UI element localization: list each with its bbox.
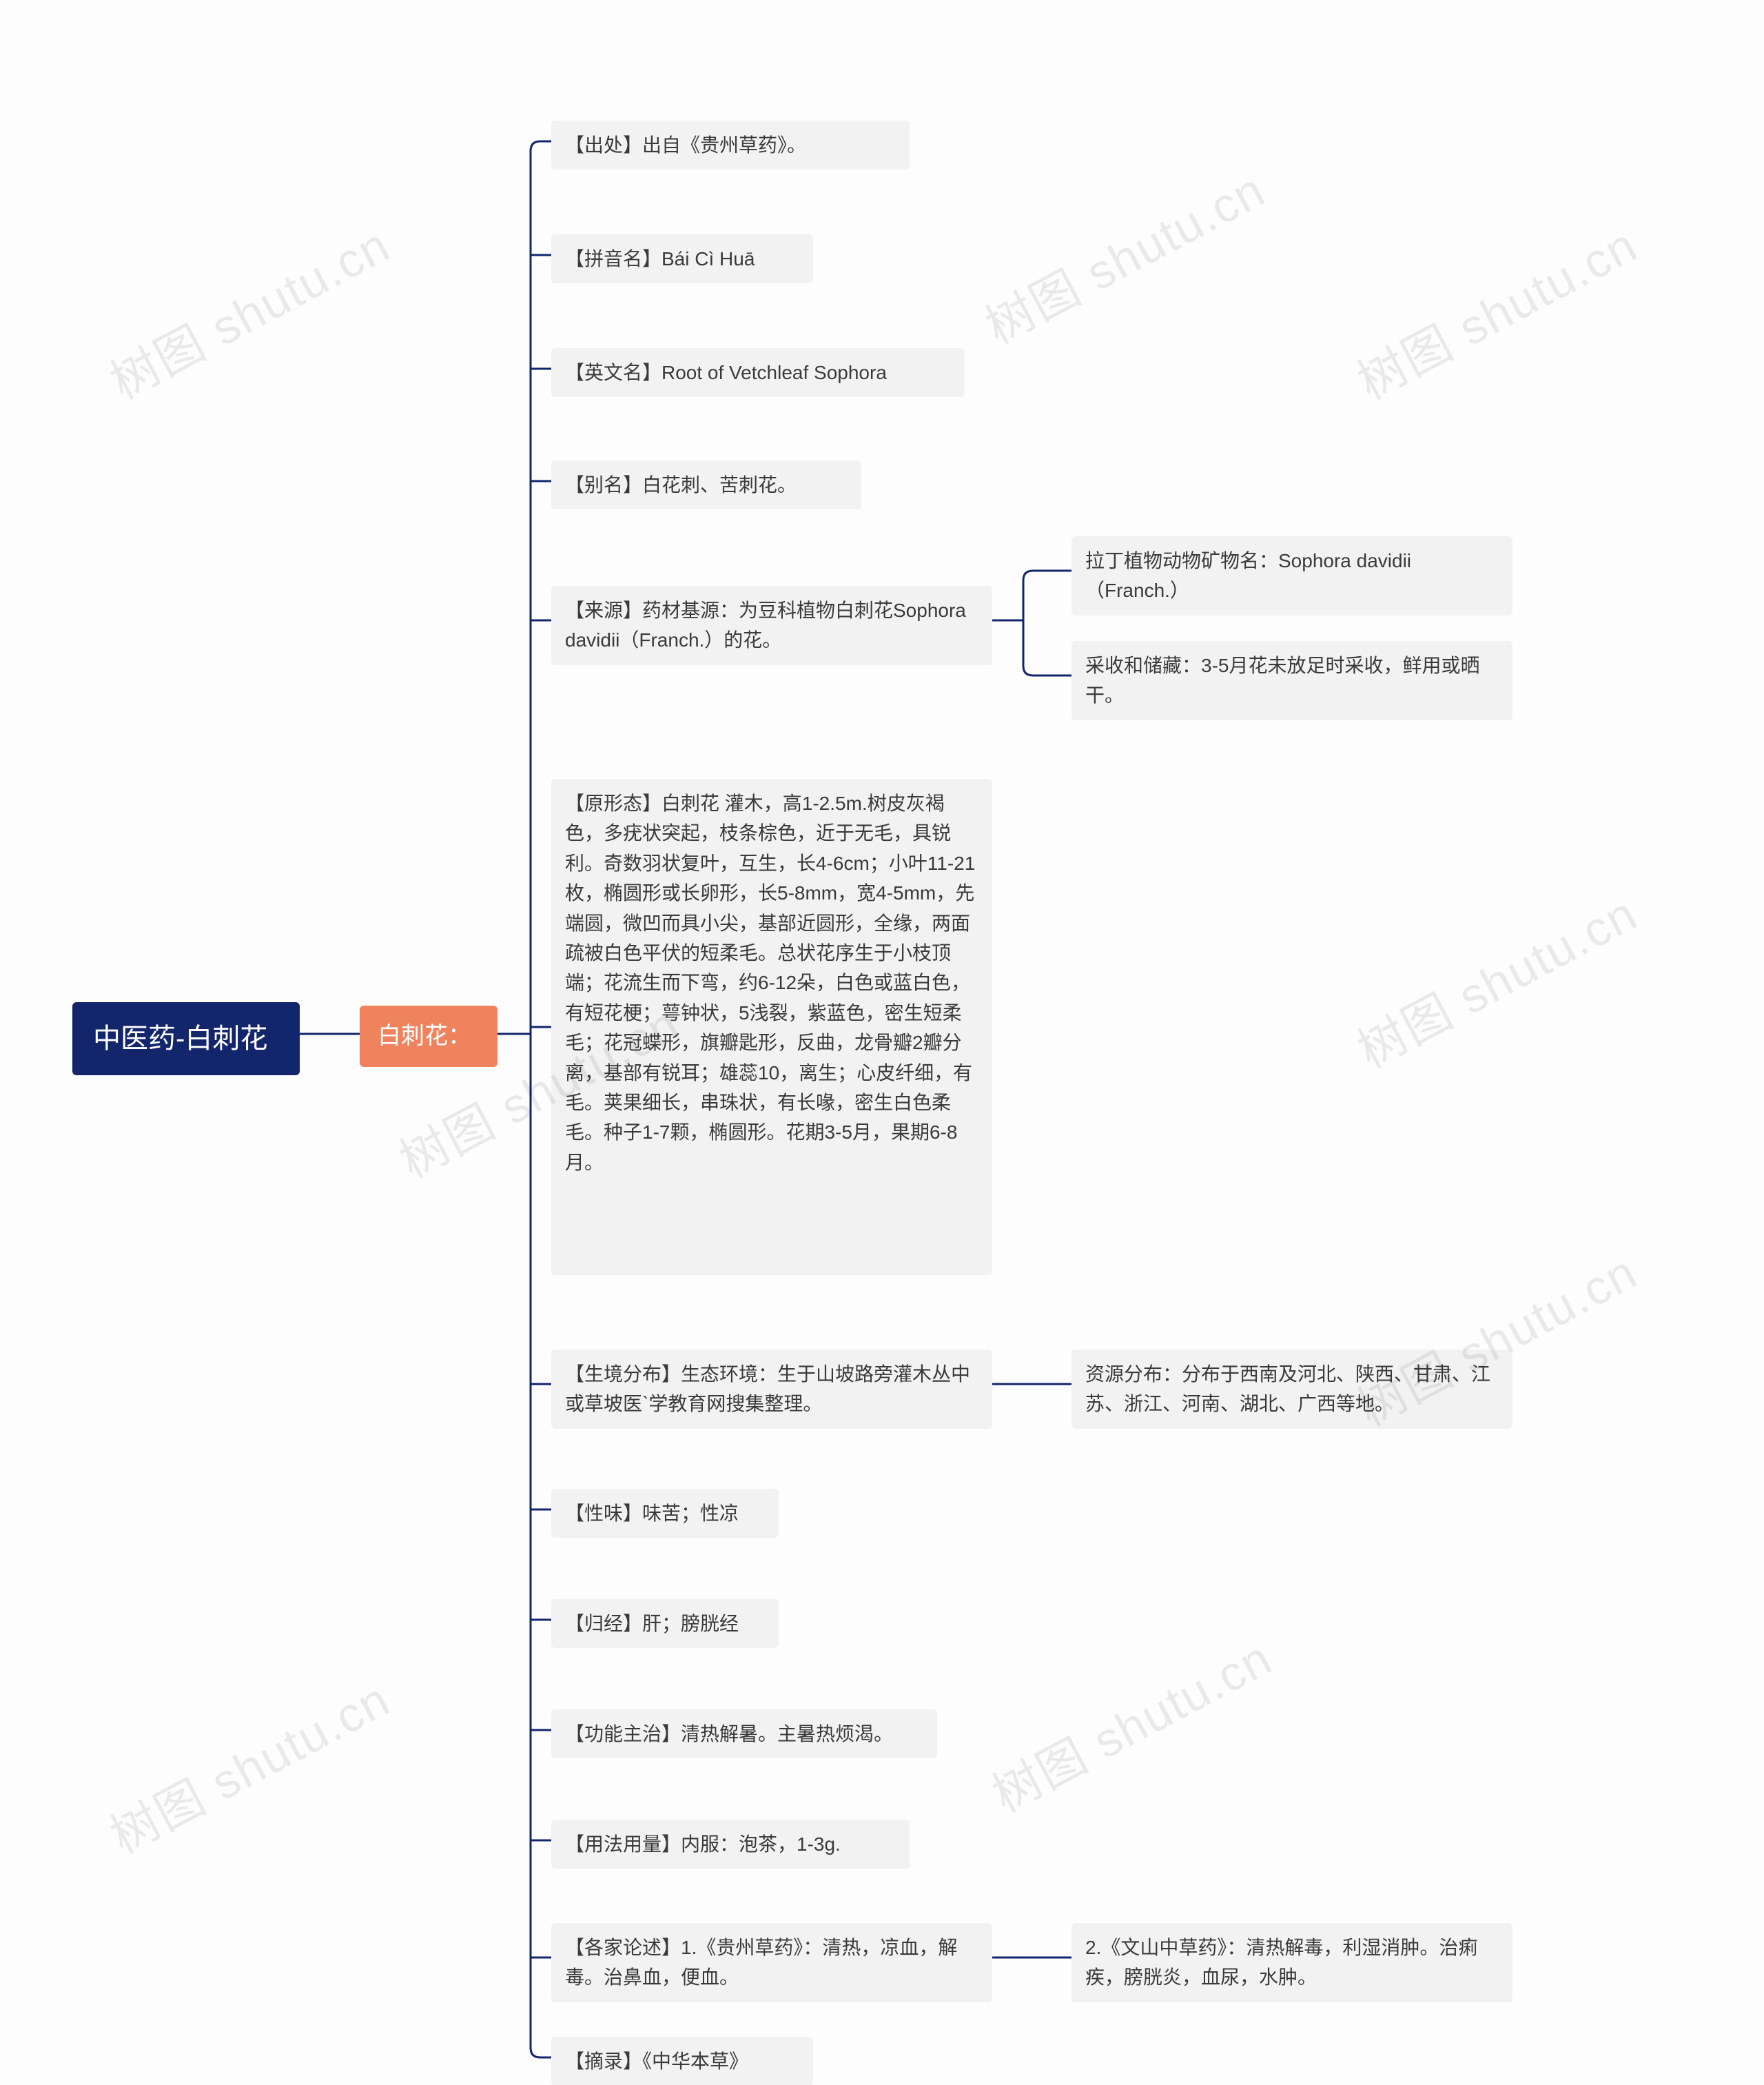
watermark: 树图 shutu.cn [96, 1662, 400, 1868]
watermark: 树图 shutu.cn [1344, 876, 1648, 1082]
sub-label: 白刺花： [378, 1023, 471, 1049]
item-alias[interactable]: 【别名】白花刺、苦刺花。 [551, 460, 861, 509]
item-origin-latin[interactable]: 拉丁植物动物矿物名：Sophora davidii（Franch.） [1071, 536, 1512, 616]
item-origin-harvest[interactable]: 采收和储藏：3-5月花未放足时采收，鲜用或晒干。 [1071, 641, 1512, 720]
item-flavor[interactable]: 【性味】味苦；性凉 [551, 1489, 779, 1538]
item-text: 【英文名】Root of Vetchleaf Sophora [565, 362, 887, 383]
item-text: 【原形态】白刺花 灌木，高1-2.5m.树皮灰褐色，多疣状突起，枝条棕色，近于无… [565, 793, 975, 1173]
item-text: 【性味】味苦；性凉 [565, 1503, 739, 1524]
item-dosage[interactable]: 【用法用量】内服：泡茶，1-3g. [551, 1820, 910, 1869]
item-text: 【出处】出自《贵州草药》。 [565, 134, 806, 156]
root-label: 中医药-白刺花 [93, 1024, 267, 1054]
item-references-2[interactable]: 2.《文山中草药》：清热解毒，利湿消肿。治痢疾，膀胱炎，血尿，水肿。 [1071, 1923, 1512, 2002]
mindmap-canvas: 中医药-白刺花 白刺花： 【出处】出自《贵州草药》。 【拼音名】Bái Cì H… [0, 0, 1764, 2085]
item-excerpt[interactable]: 【摘录】《中华本草》 [551, 2037, 813, 2085]
item-text: 资源分布：分布于西南及河北、陕西、甘肃、江苏、浙江、河南、湖北、广西等地。 [1085, 1363, 1490, 1414]
item-source-origin[interactable]: 【出处】出自《贵州草药》。 [551, 121, 910, 170]
item-function[interactable]: 【功能主治】清热解暑。主暑热烦渴。 [551, 1709, 937, 1758]
item-text: 【来源】药材基源：为豆科植物白刺花Sophora davidii（Franch.… [565, 600, 966, 651]
item-text: 采收和储藏：3-5月花未放足时采收，鲜用或晒干。 [1085, 655, 1479, 706]
item-text: 【生境分布】生态环境：生于山坡路旁灌木丛中或草坡医`学教育网搜集整理。 [565, 1363, 970, 1414]
item-text: 【各家论述】1.《贵州草药》：清热，凉血，解毒。治鼻血，便血。 [565, 1937, 957, 1988]
item-habitat-dist[interactable]: 资源分布：分布于西南及河北、陕西、甘肃、江苏、浙江、河南、湖北、广西等地。 [1071, 1350, 1512, 1429]
item-meridian[interactable]: 【归经】肝；膀胱经 [551, 1599, 779, 1648]
item-text: 拉丁植物动物矿物名：Sophora davidii（Franch.） [1085, 550, 1411, 601]
item-text: 【拼音名】Bái Cì Huā [565, 248, 755, 269]
item-english-name[interactable]: 【英文名】Root of Vetchleaf Sophora [551, 348, 965, 397]
item-text: 【用法用量】内服：泡茶，1-3g. [565, 1833, 841, 1855]
item-text: 2.《文山中草药》：清热解毒，利湿消肿。治痢疾，膀胱炎，血尿，水肿。 [1085, 1937, 1477, 1988]
sub-node[interactable]: 白刺花： [360, 1006, 498, 1067]
watermark: 树图 shutu.cn [972, 152, 1275, 358]
item-references[interactable]: 【各家论述】1.《贵州草药》：清热，凉血，解毒。治鼻血，便血。 [551, 1923, 992, 2002]
watermark: 树图 shutu.cn [978, 1620, 1282, 1827]
watermark: 树图 shutu.cn [1344, 207, 1648, 414]
item-text: 【功能主治】清热解暑。主暑热烦渴。 [565, 1723, 893, 1745]
item-habitat[interactable]: 【生境分布】生态环境：生于山坡路旁灌木丛中或草坡医`学教育网搜集整理。 [551, 1350, 992, 1429]
item-morphology[interactable]: 【原形态】白刺花 灌木，高1-2.5m.树皮灰褐色，多疣状突起，枝条棕色，近于无… [551, 779, 992, 1275]
item-pinyin[interactable]: 【拼音名】Bái Cì Huā [551, 234, 813, 283]
root-node[interactable]: 中医药-白刺花 [72, 1002, 300, 1075]
item-text: 【摘录】《中华本草》 [565, 2051, 748, 2072]
watermark: 树图 shutu.cn [96, 207, 400, 414]
item-origin[interactable]: 【来源】药材基源：为豆科植物白刺花Sophora davidii（Franch.… [551, 586, 992, 665]
item-text: 【归经】肝；膀胱经 [565, 1613, 739, 1634]
item-text: 【别名】白花刺、苦刺花。 [565, 474, 797, 496]
